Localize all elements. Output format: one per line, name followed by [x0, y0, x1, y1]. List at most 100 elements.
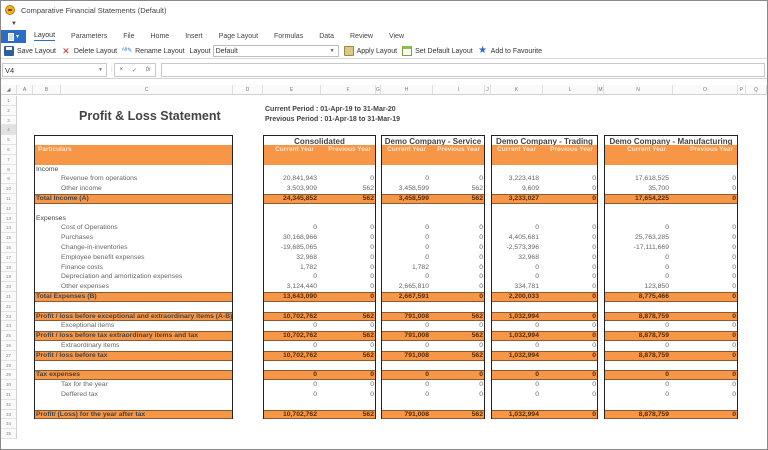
row-header-11[interactable]: 11: [1, 194, 17, 204]
row-header-7[interactable]: 7: [1, 154, 17, 165]
tab-page-layout[interactable]: Page Layout: [218, 32, 259, 40]
previous-year-value: 0: [479, 243, 483, 251]
row-header-23[interactable]: 23: [1, 311, 17, 322]
row-header-24[interactable]: 24: [1, 321, 17, 332]
column-header-b[interactable]: B: [33, 85, 61, 95]
previous-year-value: 0: [732, 351, 736, 359]
row-header-28[interactable]: 28: [1, 360, 17, 371]
column-header-k[interactable]: K: [491, 85, 543, 95]
enter-check-icon[interactable]: ✓: [131, 67, 137, 74]
column-header-q[interactable]: Q: [746, 85, 767, 95]
tab-home[interactable]: Home: [150, 32, 170, 40]
row-header-10[interactable]: 10: [1, 184, 17, 194]
row-header-16[interactable]: 16: [1, 243, 17, 253]
previous-year-value: 0: [479, 371, 483, 379]
column-header-m[interactable]: M: [598, 85, 604, 95]
save-layout-button[interactable]: Save Layout: [4, 46, 56, 56]
particulars-header: Particulars: [35, 144, 232, 165]
column-header-l[interactable]: L: [543, 85, 598, 95]
row-header-35[interactable]: 35: [1, 429, 17, 439]
value-row: 2,667,591 0: [382, 291, 484, 302]
row-header-19[interactable]: 19: [1, 272, 17, 283]
row-header-13[interactable]: 13: [1, 213, 17, 224]
row-header-22[interactable]: 22: [1, 301, 17, 312]
set-default-layout-button[interactable]: Set Default Layout: [402, 46, 473, 56]
file-menu-button[interactable]: ▾: [1, 30, 26, 43]
insert-function-icon[interactable]: fx: [145, 67, 151, 73]
column-header-g[interactable]: G: [376, 85, 381, 95]
apply-layout-button[interactable]: Apply Layout: [343, 46, 397, 56]
column-header-c[interactable]: C: [61, 85, 233, 95]
row-header-3[interactable]: 3: [1, 115, 17, 126]
chevron-down-icon: ▼: [329, 48, 335, 54]
previous-year-value: 0: [370, 381, 374, 389]
cancel-icon[interactable]: ×: [119, 67, 123, 73]
rename-layout-button[interactable]: ᴬᴮ✎ Rename Layout: [122, 46, 185, 56]
column-header-j[interactable]: J: [485, 85, 491, 95]
tab-view[interactable]: View: [388, 32, 404, 40]
row-header-17[interactable]: 17: [1, 252, 17, 263]
row-header-25[interactable]: 25: [1, 331, 17, 341]
tab-parameters[interactable]: Parameters: [71, 32, 108, 40]
row-header-5[interactable]: 5: [1, 135, 17, 145]
row-header-18[interactable]: 18: [1, 262, 17, 273]
add-to-favourite-button[interactable]: ★ Add to Favourite: [478, 46, 542, 56]
row-header-9[interactable]: 9: [1, 174, 17, 185]
tab-layout[interactable]: Layout: [34, 32, 56, 41]
current-year-value: 0: [535, 371, 539, 379]
row-header-12[interactable]: 12: [1, 203, 17, 214]
row-header-30[interactable]: 30: [1, 380, 17, 390]
row-header-14[interactable]: 14: [1, 223, 17, 234]
column-header-a[interactable]: A: [17, 85, 33, 95]
value-row: 13,643,090 0: [264, 291, 375, 302]
row-header-15[interactable]: 15: [1, 233, 17, 243]
current-year-value: 0: [313, 390, 317, 398]
row-header-2[interactable]: 2: [1, 105, 17, 116]
delete-layout-button[interactable]: ✕ Delete Layout: [61, 46, 117, 56]
layout-select[interactable]: Default ▼: [212, 45, 339, 57]
name-box[interactable]: V4 ▼: [2, 63, 107, 77]
quick-access-dropdown-icon[interactable]: ▼: [11, 21, 17, 27]
current-year-value: 10,702,762: [282, 312, 317, 320]
column-header-d[interactable]: D: [233, 85, 263, 95]
row-header-33[interactable]: 33: [1, 409, 17, 420]
row-header-1[interactable]: 1: [1, 96, 17, 106]
column-header-e[interactable]: E: [263, 85, 321, 95]
row-header-27[interactable]: 27: [1, 350, 17, 361]
splitter-handle[interactable]: ⋮: [109, 67, 115, 73]
row-header-8[interactable]: 8: [1, 164, 17, 175]
row-header-29[interactable]: 29: [1, 370, 17, 381]
value-row: 1,782 0: [382, 263, 484, 273]
row-header-6[interactable]: 6: [1, 145, 17, 155]
row-header-21[interactable]: 21: [1, 292, 17, 302]
column-header-h[interactable]: H: [381, 85, 433, 95]
column-header-i[interactable]: I: [433, 85, 485, 95]
row-header-20[interactable]: 20: [1, 282, 17, 292]
row-header-4[interactable]: 4: [1, 125, 17, 136]
value-row: 1,032,994 0: [492, 350, 597, 361]
formula-input[interactable]: [161, 63, 765, 77]
column-header-o[interactable]: O: [673, 85, 738, 95]
tab-insert[interactable]: Insert: [185, 32, 203, 40]
column-header-f[interactable]: F: [321, 85, 376, 95]
current-year-value: 35,700: [648, 185, 669, 193]
tab-data[interactable]: Data: [319, 32, 334, 40]
row-header-34[interactable]: 34: [1, 419, 17, 430]
select-all-corner[interactable]: ◢: [1, 85, 17, 95]
row-header-26[interactable]: 26: [1, 341, 17, 351]
tab-review[interactable]: Review: [350, 32, 373, 40]
line-label: Income: [36, 165, 59, 173]
row-header-32[interactable]: 32: [1, 399, 17, 410]
tab-formulas[interactable]: Formulas: [274, 32, 304, 40]
particulars-row: Finance costs: [35, 263, 232, 273]
column-header-n[interactable]: N: [604, 85, 673, 95]
tab-file[interactable]: File: [123, 32, 135, 40]
row-header-31[interactable]: 31: [1, 390, 17, 400]
column-header-p[interactable]: P: [738, 85, 746, 95]
